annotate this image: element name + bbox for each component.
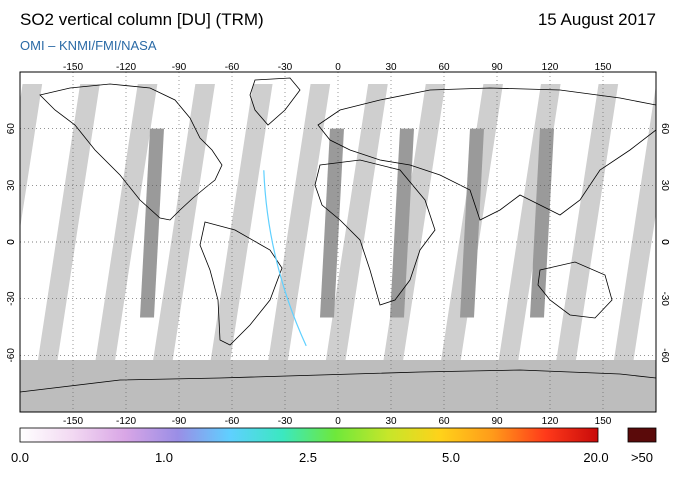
lon-tick-bottom: 120 [542, 416, 559, 427]
so2-trace [263, 170, 307, 347]
map-area [20, 72, 656, 412]
map-title: SO2 vertical column [DU] (TRM) [20, 10, 264, 29]
lat-tick-right: -60 [659, 348, 670, 363]
lat-tick-left: 0 [6, 239, 17, 245]
lon-tick-bottom: 0 [335, 416, 341, 427]
map-credit: OMI – KNMI/FMI/NASA [20, 38, 157, 53]
coast-north-america [39, 83, 223, 221]
lon-tick-bottom: 150 [595, 416, 612, 427]
colorbar: 0.0 1.0 2.5 5.0 20.0 >50 [11, 427, 657, 465]
map-frame [19, 71, 657, 413]
lon-tick-top: 30 [385, 62, 397, 73]
lon-tick-bottom: 30 [385, 416, 397, 427]
swath-strip [452, 72, 543, 412]
swath-strip [20, 72, 82, 412]
lon-tick-top: -150 [63, 62, 83, 73]
coast-antarctica [20, 369, 656, 393]
colorbar-gradient [19, 427, 599, 443]
map-date: 15 August 2017 [537, 10, 656, 29]
lon-tick-top: 150 [595, 62, 612, 73]
lat-tick-left-equator: 0 [6, 239, 17, 245]
longitude-labels-bottom: -150 -120 -90 -60 -30 0 30 60 90 120 150 [63, 416, 612, 427]
swath-gap [390, 128, 414, 318]
swath-gap [140, 128, 164, 318]
lat-tick-right: 30 [659, 180, 670, 192]
colorbar-label-0: 0.0 [11, 450, 29, 465]
lat-tick-right: 60 [659, 123, 670, 135]
graticule [20, 72, 656, 412]
lat-tick-right: -30 [659, 291, 670, 306]
coastlines [20, 77, 656, 393]
longitude-labels-top: -150 -120 -90 -60 -30 0 30 60 90 120 150 [63, 62, 612, 73]
lon-tick-top: -30 [278, 62, 293, 73]
swath-gap [320, 128, 344, 318]
coast-australia [537, 261, 613, 319]
coast-europe-asia [317, 87, 656, 221]
lon-tick-bottom: -90 [172, 416, 187, 427]
colorbar-overflow-label: >50 [631, 450, 653, 465]
colorbar-label-3: 5.0 [442, 450, 460, 465]
coast-greenland [249, 77, 301, 126]
colorbar-label-1: 1.0 [155, 450, 173, 465]
lat-tick-left: 60 [6, 123, 17, 135]
lon-tick-top: -60 [225, 62, 240, 73]
colorbar-label-2: 2.5 [299, 450, 317, 465]
swath-strip [222, 72, 313, 412]
lon-tick-top: 60 [438, 62, 450, 73]
lon-tick-top: 0 [335, 62, 341, 73]
coast-south-america [199, 221, 283, 346]
lat-tick-left: 30 [6, 179, 17, 191]
lat-tick-left: -30 [6, 291, 17, 306]
lat-tick-right: 0 [659, 239, 670, 245]
coast-africa [314, 159, 436, 306]
lon-tick-top: -90 [172, 62, 187, 73]
lon-tick-top: -120 [116, 62, 136, 73]
arctic-cap [20, 72, 656, 84]
lon-tick-bottom: 60 [438, 416, 450, 427]
swath-gap [530, 128, 554, 318]
lon-tick-bottom: -120 [116, 416, 136, 427]
colorbar-label-4: 20.0 [583, 450, 608, 465]
colorbar-overflow-swatch [627, 427, 657, 443]
lon-tick-bottom: -60 [225, 416, 240, 427]
swath-strip [510, 72, 601, 412]
lon-tick-top: 120 [542, 62, 559, 73]
lon-tick-bottom: -30 [278, 416, 293, 427]
lon-tick-bottom: -150 [63, 416, 83, 427]
lat-tick-right-equator: 0 [659, 239, 670, 245]
lon-tick-top: 90 [491, 62, 503, 73]
lon-tick-bottom: 90 [491, 416, 503, 427]
swath-strip [49, 72, 140, 412]
swath-gap [460, 128, 484, 318]
lat-tick-left: -60 [6, 348, 17, 363]
